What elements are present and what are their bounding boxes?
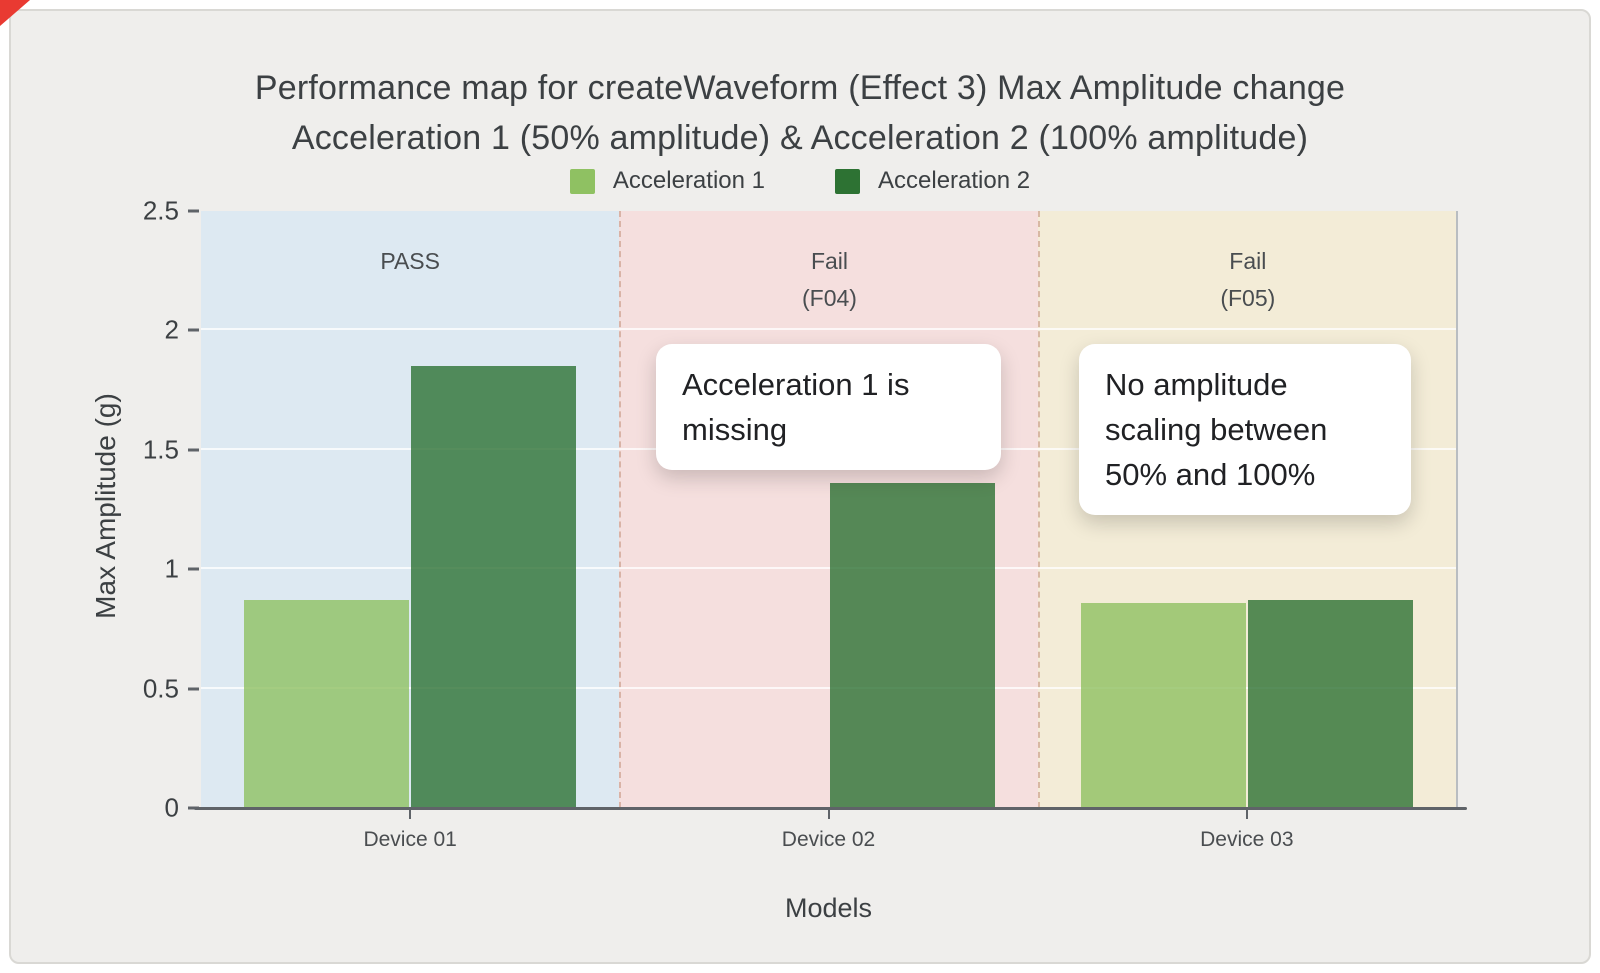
y-tick-label: 2: [164, 314, 179, 345]
bar-device-03-acceleration-2: [1247, 600, 1413, 808]
y-tick-2: 2: [165, 315, 199, 346]
legend-swatch: [569, 168, 595, 194]
y-tick-label: 0.5: [142, 673, 179, 704]
annotation-tooltip-device02: Acceleration 1 is missing: [656, 344, 1001, 470]
gridline-y-1: [201, 567, 1456, 570]
y-tick-0: 0: [165, 793, 199, 824]
bar-device-02-acceleration-2: [829, 483, 995, 808]
gridline-y-0.5: [201, 686, 1456, 689]
gridline-y-2: [201, 328, 1456, 331]
legend-label: Acceleration 2: [878, 167, 1031, 194]
bar-device-01-acceleration-1: [244, 600, 410, 808]
y-tick-label: 2.5: [142, 195, 179, 226]
legend-label: Acceleration 1: [612, 167, 765, 194]
y-axis: 0 0.5 1 1.5 2 2.5: [11, 196, 199, 823]
annotation-tooltip-device03: No amplitude scaling between 50% and 100…: [1079, 344, 1411, 515]
zone-1-label: PASS: [380, 248, 440, 274]
y-tick-1.5: 1.5: [143, 434, 199, 465]
zone-2-label: Fail (F04): [802, 248, 857, 311]
y-tick-mark: [188, 687, 199, 691]
chart-title-line2: Acceleration 1 (50% amplitude) & Acceler…: [291, 119, 1309, 157]
x-tick-label-device-01: Device 01: [363, 828, 457, 851]
zone-3-label: Fail (F05): [1220, 248, 1276, 311]
y-tick-mark: [188, 448, 199, 452]
y-tick-1: 1: [165, 554, 199, 585]
corner-marker: [0, 0, 30, 26]
plot-area: PASS Fail (F04) Fail (F05): [201, 211, 1456, 808]
y-tick-mark: [188, 806, 199, 810]
y-tick-mark: [188, 209, 199, 213]
plot-right-border: [1456, 211, 1458, 808]
y-tick-label: 1.5: [142, 434, 179, 465]
x-tick-mark: [409, 810, 412, 819]
legend-item-acceleration-2: Acceleration 2: [835, 167, 1030, 195]
y-tick-2.5: 2.5: [143, 196, 199, 227]
y-tick-mark: [188, 328, 199, 332]
x-tick-label-device-03: Device 03: [1200, 828, 1294, 851]
x-axis-line: [194, 807, 1467, 810]
legend: Acceleration 1 Acceleration 2: [11, 167, 1589, 195]
legend-swatch: [835, 168, 860, 194]
x-axis-title: Models: [784, 893, 873, 923]
bar-device-03-acceleration-1: [1080, 602, 1246, 808]
y-tick-label: 0: [164, 792, 179, 823]
y-tick-mark: [188, 567, 199, 571]
chart-card: Performance map for createWaveform (Effe…: [9, 9, 1591, 964]
legend-item-acceleration-1: Acceleration 1: [569, 167, 765, 195]
x-tick-mark: [827, 810, 830, 819]
bar-device-01-acceleration-2: [411, 366, 577, 808]
y-tick-0.5: 0.5: [143, 673, 199, 704]
x-tick-label-device-02: Device 02: [781, 828, 876, 851]
x-tick-mark: [1245, 810, 1248, 819]
x-axis: Device 01 Device 02 Device 03: [201, 810, 1456, 870]
y-tick-label: 1: [164, 553, 179, 584]
chart-title-line1: Performance map for createWaveform (Effe…: [254, 69, 1346, 107]
chart-title: Performance map for createWaveform (Effe…: [11, 63, 1589, 163]
